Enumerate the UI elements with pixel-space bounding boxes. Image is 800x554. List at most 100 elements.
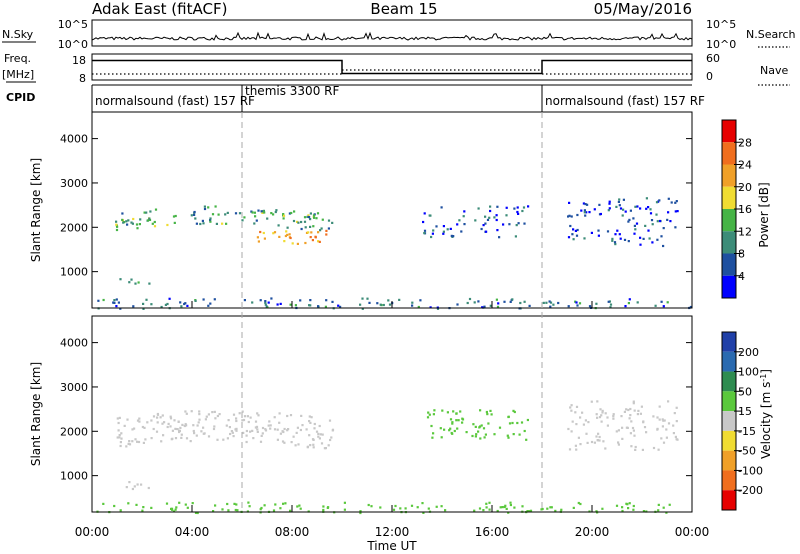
power-cell [288,212,291,215]
power-cell [590,231,593,234]
power-cell [312,225,315,228]
velocity-cell [299,428,302,432]
velocity-cell [627,408,630,412]
power-cell [134,282,137,285]
power-cell [143,211,146,214]
power-cell [505,214,508,217]
power-cell [650,219,654,222]
velocity-cell [183,424,186,428]
velocity-cell [507,436,510,439]
power-cell [164,303,167,306]
x-tick-label: 00:00 [75,525,110,539]
velocity-cell [526,418,529,422]
velocity-cell [579,443,582,446]
power-cell [436,307,440,310]
velocity-cell [156,416,159,419]
velocity-cell [269,427,272,430]
nave-trace [92,69,692,75]
power-cell [304,226,307,229]
velocity-cell [282,502,285,505]
velocity-cell [195,434,198,437]
velocity-cell [179,426,182,429]
velocity-cell [260,434,263,437]
power-cell [122,221,125,224]
velocity-cell [212,510,215,513]
power-cell [583,209,586,212]
velocity-cell [241,410,244,413]
velocity-cell [156,412,159,416]
velocity-cell [628,417,631,420]
velocity-cell [577,501,580,505]
power-cell [639,207,642,210]
power-cell [570,215,573,218]
power-cell [154,208,158,211]
velocity-cell [427,507,430,510]
velocity-cell [598,416,602,419]
power-cell [632,217,635,220]
power-cell [527,205,530,208]
power-cell [160,305,163,309]
velocity-cell [320,442,324,445]
power-cell [224,213,227,216]
power-cell [614,233,617,236]
power-cell [286,233,289,236]
velocity-cell [416,506,419,509]
velocity-cell [278,412,281,415]
velocity-cell [225,424,228,427]
power-cell [311,239,314,242]
noise-panel: N.Sky 10^5 10^0 10^5 10^0 N.Search [2,18,796,51]
velocity-cell [568,448,572,451]
power-cell [528,304,531,307]
power-cell [266,217,269,220]
power-cell [115,223,118,226]
velocity-cell [185,437,189,440]
power-cell [290,211,293,215]
velocity-cell [479,425,482,428]
velocity-colorbar-tick-label: -200 [738,484,763,497]
x-axis-label: Time UT [366,539,417,553]
power-cell [207,206,210,209]
velocity-cell [193,432,196,435]
velocity-cell [577,436,580,439]
velocity-cell [456,427,459,430]
velocity-cell [652,415,655,418]
velocity-cell [296,426,299,429]
velocity-cell [367,503,370,507]
power-cell [115,305,118,308]
power-cell [97,299,100,302]
power-cell [113,301,116,304]
power-cell [379,303,382,306]
power-cell [190,214,193,217]
velocity-cell [574,444,577,447]
velocity-cell [318,437,321,440]
power-cell [423,232,426,235]
velocity-cell [308,415,311,418]
velocity-cell [171,429,174,432]
power-cell [431,232,434,235]
power-cell [186,304,189,307]
velocity-cell [249,430,252,433]
velocity-cell [443,428,446,431]
velocity-cell [150,437,153,440]
power-cell [255,219,258,222]
velocity-cell [227,419,230,422]
velocity-cell [317,435,320,438]
velocity-cell [598,439,601,442]
velocity-cell [632,402,635,405]
power-cell [173,221,176,224]
power-cell [113,299,116,302]
power-cell [523,300,526,303]
velocity-cell [243,415,247,418]
velocity-cell [612,413,615,416]
power-cell [309,236,312,239]
velocity-cell [485,410,488,414]
velocity-cell [120,437,123,440]
power-cell [667,211,670,214]
power-cell [316,212,320,215]
velocity-cell [441,409,444,412]
velocity-cell [234,508,237,512]
velocity-cell [461,421,464,424]
power-cell [449,227,452,230]
power-cell [674,201,677,204]
power-cell [142,302,145,305]
